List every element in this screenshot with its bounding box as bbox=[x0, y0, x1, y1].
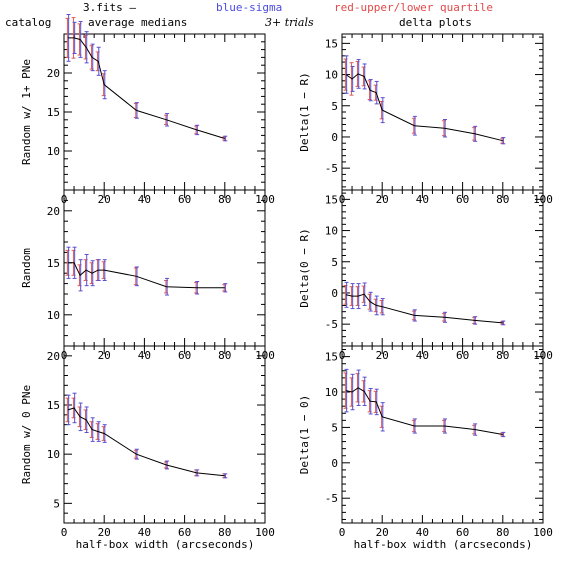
y-tick-label: 20 bbox=[47, 67, 60, 80]
x-tick-label: 60 bbox=[178, 349, 191, 362]
x-tick-label: 40 bbox=[138, 193, 151, 206]
plot-frame bbox=[341, 345, 544, 524]
x-tick-label: 20 bbox=[98, 349, 111, 362]
y-axis-label: Random w/ 1+ PNe bbox=[20, 59, 33, 165]
plot-frame bbox=[63, 189, 266, 347]
y-tick-label: 5 bbox=[331, 421, 338, 434]
x-tick-label: 100 bbox=[533, 526, 553, 539]
y-tick-label: 15 bbox=[47, 257, 60, 270]
y-tick-label: 10 bbox=[325, 225, 338, 238]
plot-frame bbox=[341, 189, 544, 347]
delta-plots-label: delta plots bbox=[399, 16, 472, 29]
y-tick-label: 10 bbox=[47, 448, 60, 461]
catalog-label: catalog bbox=[5, 16, 51, 29]
x-tick-label: 80 bbox=[218, 193, 231, 206]
x-tick-label: 40 bbox=[416, 526, 429, 539]
x-tick-label: 60 bbox=[178, 526, 191, 539]
x-tick-label: 80 bbox=[496, 193, 509, 206]
x-tick-label: 20 bbox=[376, 526, 389, 539]
red-quartile-label: red-upper/lower quartile bbox=[334, 1, 493, 14]
header: 3.fits — blue-sigma red-upper/lower quar… bbox=[5, 1, 493, 29]
y-axis-label: Delta(1 − 0) bbox=[298, 395, 311, 474]
x-tick-label: 80 bbox=[218, 526, 231, 539]
plot-frame bbox=[63, 345, 266, 524]
y-tick-label: 10 bbox=[47, 309, 60, 322]
y-tick-label: -5 bbox=[325, 492, 338, 505]
x-tick-label: 80 bbox=[496, 349, 509, 362]
y-tick-label: 15 bbox=[47, 399, 60, 412]
y-tick-label: 0 bbox=[331, 131, 338, 144]
plot-frame bbox=[63, 33, 266, 191]
fits-label: 3.fits — bbox=[83, 1, 136, 14]
x-tick-label: 20 bbox=[376, 193, 389, 206]
y-axis-label: Delta(1 − R) bbox=[298, 72, 311, 151]
median-line bbox=[345, 73, 503, 142]
median-line bbox=[67, 407, 225, 477]
y-tick-label: 5 bbox=[331, 100, 338, 113]
panel-delta-1-0: 0 20 40 60 80 100 -5 0 5 10 15 Delta(1 − 0) bbox=[298, 345, 553, 539]
y-tick-label: -5 bbox=[325, 162, 338, 175]
median-line bbox=[345, 387, 503, 435]
y-axis-label: Random w/ 0 PNe bbox=[20, 385, 33, 484]
average-medians-label: average medians bbox=[88, 16, 187, 29]
x-tick-label: 20 bbox=[98, 193, 111, 206]
median-line bbox=[68, 37, 225, 139]
y-tick-label: 10 bbox=[325, 386, 338, 399]
y-tick-label: 10 bbox=[325, 69, 338, 82]
y-tick-label: 10 bbox=[47, 145, 60, 158]
x-tick-label: 0 bbox=[61, 526, 68, 539]
y-tick-label: 20 bbox=[47, 350, 60, 363]
y-axis-label: Random bbox=[20, 248, 33, 288]
x-tick-label: 20 bbox=[98, 526, 111, 539]
x-tick-label: 60 bbox=[456, 349, 469, 362]
y-tick-label: 15 bbox=[47, 106, 60, 119]
x-tick-label: 60 bbox=[456, 526, 469, 539]
x-tick-label: 100 bbox=[255, 526, 275, 539]
trials-label: 3+ trials bbox=[265, 16, 314, 29]
y-tick-label: 5 bbox=[331, 256, 338, 269]
x-tick-label: 40 bbox=[138, 526, 151, 539]
x-axis-label-right: half-box width (arcseconds) bbox=[354, 538, 533, 551]
x-tick-label: 80 bbox=[218, 349, 231, 362]
x-tick-label: 20 bbox=[376, 349, 389, 362]
x-tick-label: 40 bbox=[416, 193, 429, 206]
median-line bbox=[345, 293, 503, 324]
y-tick-label: 0 bbox=[331, 287, 338, 300]
x-tick-label: 40 bbox=[138, 349, 151, 362]
median-line bbox=[68, 262, 225, 289]
y-tick-label: 0 bbox=[331, 457, 338, 470]
y-tick-label: 20 bbox=[47, 205, 60, 218]
panel-catalog-0: 0 20 40 60 80 100 5 10 15 20 Random w/ 0 PNe bbox=[20, 345, 275, 539]
x-tick-label: 0 bbox=[339, 526, 346, 539]
plot-frame bbox=[341, 33, 544, 191]
y-tick-label: 15 bbox=[325, 351, 338, 364]
y-tick-label: 5 bbox=[53, 497, 60, 510]
x-tick-label: 80 bbox=[496, 526, 509, 539]
blue-sigma-label: blue-sigma bbox=[216, 1, 282, 14]
x-tick-label: 60 bbox=[178, 193, 191, 206]
x-tick-label: 40 bbox=[416, 349, 429, 362]
y-axis-label: Delta(0 − R) bbox=[298, 228, 311, 307]
x-tick-label: 60 bbox=[456, 193, 469, 206]
y-tick-label: 15 bbox=[325, 37, 338, 50]
y-tick-label: 15 bbox=[325, 193, 338, 206]
x-axis-label-left: half-box width (arcseconds) bbox=[76, 538, 255, 551]
y-tick-label: -5 bbox=[325, 318, 338, 331]
